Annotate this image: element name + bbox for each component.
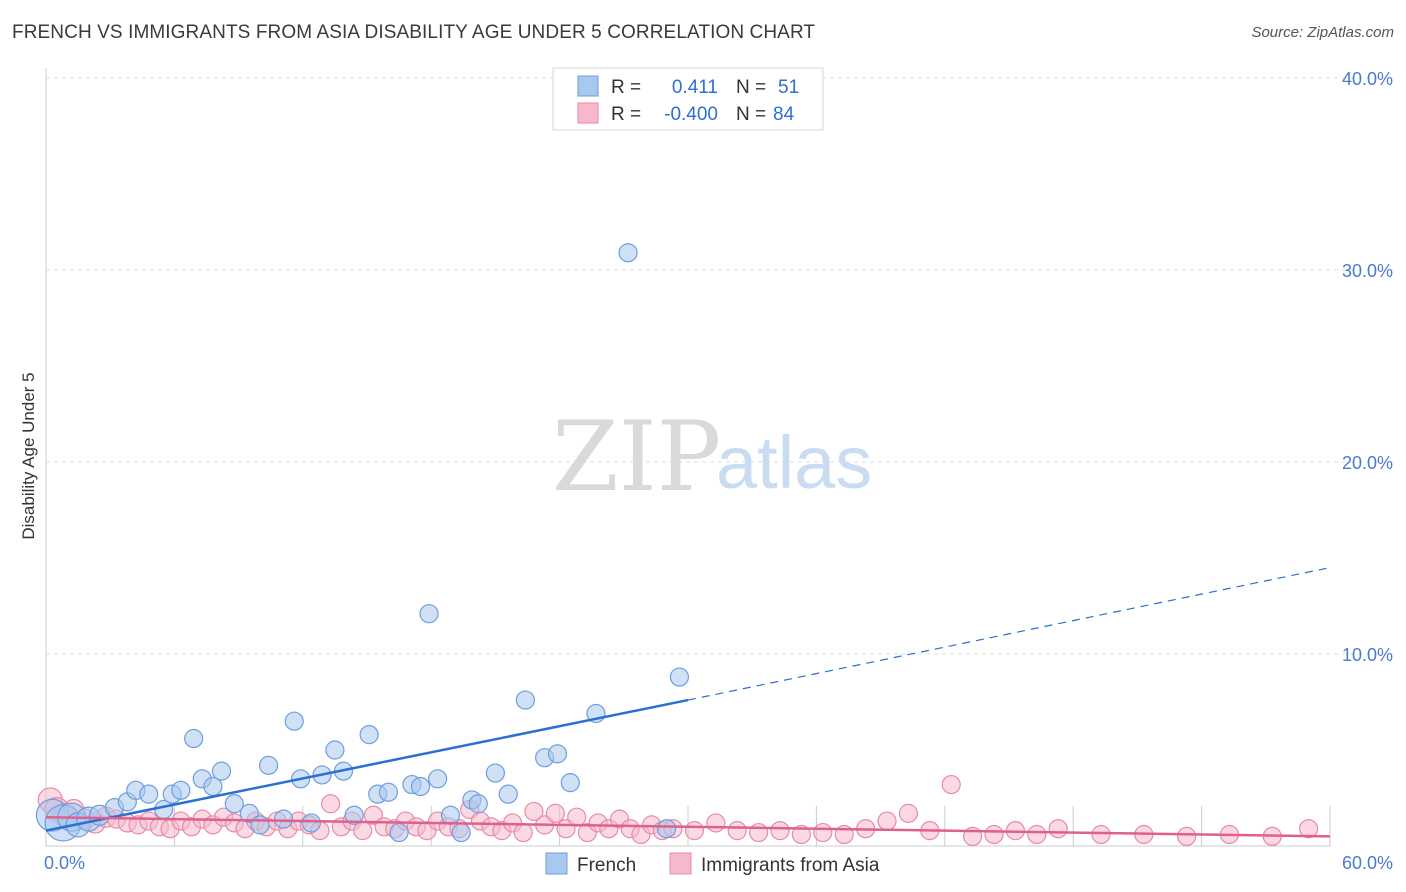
source-label: Source: ZipAtlas.com (1251, 24, 1394, 41)
point-french (410, 776, 431, 797)
trend-lines (45, 567, 1331, 838)
point-asia (545, 803, 565, 823)
point-asia (1091, 824, 1111, 845)
point-french (428, 769, 448, 789)
point-french (560, 773, 580, 793)
point-asia (749, 822, 769, 843)
point-french (301, 813, 321, 833)
trend-line-french (45, 698, 689, 832)
legend-swatch-asia (577, 102, 599, 124)
y-tick-label: 10.0% (1342, 645, 1393, 665)
legend-french-n-value: 51 (778, 77, 799, 98)
bottom-legend-french: French (577, 855, 636, 876)
point-asia (684, 821, 705, 841)
point-asia (1177, 826, 1197, 847)
gridlines (46, 77, 1392, 655)
bottom-legend-swatch-french (545, 852, 568, 875)
point-french (669, 667, 690, 687)
point-french (171, 780, 191, 800)
watermark-zip: ZIP (552, 401, 721, 513)
point-asia (877, 811, 897, 831)
point-french (656, 819, 677, 839)
watermark-atlas: atlas (716, 421, 872, 504)
legend-asia-n-value: 84 (773, 104, 795, 125)
point-french (378, 782, 398, 802)
point-french (468, 794, 488, 814)
legend-asia-r-value: -0.400 (664, 104, 718, 125)
point-asia (1027, 824, 1047, 845)
point-french (273, 809, 294, 829)
point-asia (321, 794, 341, 814)
bottom-legend-asia: Immigrants from Asia (701, 855, 880, 876)
y-axis-label: Disability Age Under 5 (19, 372, 38, 539)
bottom-legend-swatch-asia (669, 852, 692, 875)
point-french (498, 784, 518, 804)
x-tick-labels: 0.0% 60.0% (44, 853, 1393, 873)
y-tick-label: 30.0% (1342, 261, 1393, 281)
point-french (389, 822, 409, 843)
point-french (250, 815, 270, 835)
point-asia (941, 774, 961, 795)
point-asia (1298, 819, 1319, 839)
point-french (258, 755, 279, 775)
trend-line-french-extension (687, 567, 1331, 701)
point-french (139, 784, 159, 804)
point-french (359, 725, 379, 745)
point-french (419, 604, 439, 624)
point-asia (770, 821, 790, 841)
trend-line-asia (45, 815, 1331, 838)
point-asia (1048, 819, 1068, 839)
point-french (485, 763, 505, 783)
point-french (344, 805, 364, 825)
x-tick-label-max: 60.0% (1342, 853, 1393, 873)
legend-french-r-value: 0.411 (672, 77, 718, 98)
point-asia (567, 807, 587, 827)
point-asia (513, 822, 533, 843)
legend-french-n-label: N = (736, 77, 766, 98)
legend-asia-r-label: R = (611, 104, 641, 125)
point-french (440, 805, 461, 825)
y-tick-labels: 10.0% 20.0% 30.0% 40.0% (1342, 69, 1393, 665)
series-legend: French Immigrants from Asia (545, 852, 880, 876)
y-tick-label: 40.0% (1342, 69, 1393, 89)
point-asia (727, 821, 747, 841)
point-french (451, 822, 471, 843)
legend-swatch-french (577, 75, 599, 97)
point-french (184, 728, 204, 749)
point-french (325, 740, 345, 760)
point-french (515, 690, 535, 710)
point-french (224, 794, 244, 814)
watermark: ZIP atlas (552, 401, 872, 513)
point-french (618, 243, 638, 263)
legend-asia-n-label: N = (736, 104, 766, 125)
series-french (35, 243, 690, 843)
chart-title: FRENCH VS IMMIGRANTS FROM ASIA DISABILIT… (12, 22, 816, 43)
point-asia (791, 824, 812, 845)
point-french (547, 744, 568, 764)
point-french (284, 711, 304, 731)
point-asia (898, 803, 919, 823)
point-asia (984, 824, 1004, 845)
x-tick-label-min: 0.0% (44, 853, 85, 873)
y-tick-label: 20.0% (1342, 453, 1393, 473)
point-asia (706, 813, 726, 833)
point-french (211, 761, 232, 781)
correlation-legend: R = 0.411 N = 51 R = -0.400 N = 84 (552, 67, 824, 131)
legend-french-r-label: R = (611, 77, 641, 98)
point-asia (524, 801, 544, 822)
point-asia (813, 822, 833, 843)
